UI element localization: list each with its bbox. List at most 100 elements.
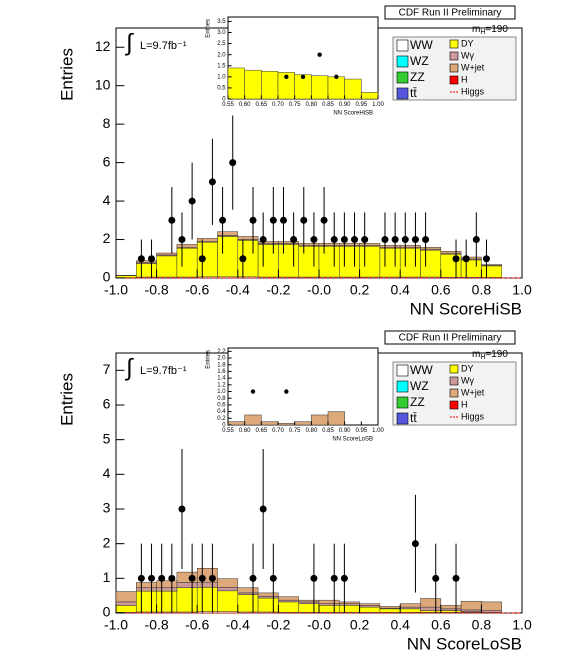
data-point (251, 389, 255, 393)
y-tick-label: 2.0 (217, 356, 226, 362)
legend-label: WZ (410, 379, 429, 393)
legend-label: ZZ (410, 395, 425, 409)
histogram-bar (360, 604, 380, 606)
data-point (239, 255, 246, 262)
histogram-bar (238, 593, 258, 595)
histogram-bar (400, 248, 420, 277)
data-point (290, 236, 297, 243)
legend-label: Wγ (461, 375, 474, 385)
x-tick-label: 0.90 (339, 428, 351, 434)
histogram-bar (116, 605, 136, 612)
x-tick-label: -0.4 (226, 616, 250, 632)
histogram-bar (197, 582, 217, 587)
y-tick-label: 3 (103, 500, 111, 516)
histogram-bar (157, 253, 177, 255)
data-point (402, 236, 409, 243)
data-point (473, 236, 480, 243)
y-tick-label: 1.4 (217, 376, 226, 382)
x-tick-label: 0.80 (305, 428, 317, 434)
x-tick-label: -0.4 (226, 281, 250, 297)
legend-swatch (397, 381, 408, 392)
y-tick-label: 2.5 (217, 41, 226, 47)
x-tick-label: 0.60 (239, 102, 251, 108)
data-point (229, 159, 236, 166)
histogram-bar (360, 605, 380, 607)
data-point (301, 75, 305, 79)
data-point (341, 236, 348, 243)
histogram-bar (461, 610, 481, 612)
x-axis-title: NN ScoreHiSB (410, 299, 522, 318)
inset-bar (361, 92, 378, 99)
inset-y-title: Entries (206, 19, 212, 38)
histogram-bar (218, 579, 238, 588)
x-tick-label: 0.2 (350, 616, 370, 632)
legend-swatch (450, 76, 458, 84)
histogram-bar (177, 244, 197, 247)
histogram-bar (339, 243, 359, 245)
x-tick-label: 0.6 (431, 616, 451, 632)
y-axis-title: Entries (57, 373, 76, 426)
inset-bar (228, 68, 245, 99)
x-tick-label: 0.95 (355, 428, 367, 434)
y-tick-label: 8 (103, 115, 111, 131)
x-tick-label: 0.75 (289, 102, 301, 108)
histogram-bar (218, 232, 238, 236)
x-tick-label: 0.75 (289, 428, 301, 434)
histogram-bar (218, 587, 238, 590)
histogram-bar (157, 588, 177, 591)
data-point (168, 575, 175, 582)
data-point (158, 575, 165, 582)
legend-swatch (450, 52, 458, 60)
legend-label: Higgs (461, 411, 485, 421)
legend-swatch (450, 401, 458, 409)
legend-swatch (450, 40, 458, 48)
data-point (168, 217, 175, 224)
legend-swatch (397, 413, 408, 424)
x-tick-label: -0.8 (145, 616, 169, 632)
legend-swatch (397, 40, 408, 51)
legend-label: W+jet (461, 387, 485, 397)
histogram-bar (360, 246, 380, 277)
legend-label: tt̄ (410, 411, 417, 425)
histogram-bar (421, 598, 441, 607)
histogram-bar (400, 245, 420, 247)
y-tick-label: 5 (103, 430, 111, 446)
legend-label: H (461, 399, 468, 409)
legend-label: W+jet (461, 62, 485, 72)
histogram-bar (136, 588, 156, 591)
histogram-bar (380, 606, 400, 608)
data-point (284, 75, 288, 79)
y-tick-label: 0 (103, 604, 111, 620)
legend-swatch (397, 88, 408, 99)
histogram-bar (421, 250, 441, 277)
histogram-bar (136, 582, 156, 587)
chart-title: CDF Run II Preliminary (399, 8, 502, 19)
x-tick-label: -0.6 (185, 281, 209, 297)
y-tick-label: 3.0 (217, 30, 226, 36)
histogram-bar (461, 601, 481, 610)
data-point (280, 217, 287, 224)
y-tick-label: 4 (103, 465, 111, 481)
histogram-bar (278, 244, 298, 277)
histogram-bar (299, 602, 319, 604)
x-tick-label: 0.70 (272, 102, 284, 108)
inset-bar (228, 422, 245, 425)
data-point (148, 255, 155, 262)
data-point (250, 217, 257, 224)
x-tick-label: 0.95 (355, 102, 367, 108)
inset-bar (345, 79, 362, 99)
histogram-bar (319, 604, 339, 606)
y-tick-label: 0 (103, 269, 111, 285)
inset-x-title: NN ScoreLoSB (332, 437, 373, 443)
histogram-bar (238, 595, 258, 612)
inset-bar (245, 70, 262, 99)
histogram-bar (157, 256, 177, 277)
x-tick-label: -0.0 (307, 281, 331, 297)
y-tick-label: 2.2 (217, 349, 226, 355)
lumi-symbol: ∫ (124, 354, 134, 381)
histogram-bar (238, 588, 258, 593)
y-tick-label: 4 (103, 192, 111, 208)
histogram-bar (421, 607, 441, 610)
x-tick-label: 0.55 (222, 102, 234, 108)
data-point (148, 575, 155, 582)
